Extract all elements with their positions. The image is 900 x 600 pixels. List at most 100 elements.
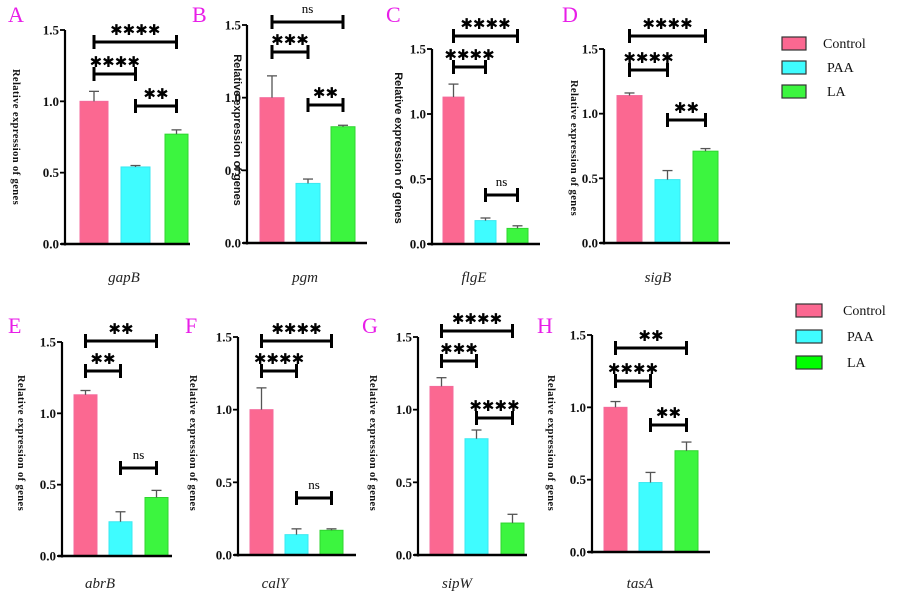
significance-bracket: ✱✱ bbox=[306, 84, 345, 112]
y-tick-label: 1.5 bbox=[410, 42, 427, 57]
y-tick-label: 0.0 bbox=[396, 548, 412, 563]
bar-paa bbox=[120, 166, 151, 245]
significance-label: ✱✱✱✱ bbox=[608, 360, 658, 378]
bar-la bbox=[692, 150, 719, 244]
bar-la bbox=[330, 126, 356, 244]
significance-label: ✱✱ bbox=[143, 85, 168, 103]
bar-paa bbox=[464, 438, 489, 556]
panel-letter: D bbox=[562, 2, 578, 27]
legend: Control PAA LA bbox=[795, 303, 886, 371]
bar-la bbox=[500, 522, 525, 556]
x-axis-label: abrB bbox=[85, 576, 115, 592]
x-axis-label: pgm bbox=[291, 270, 318, 286]
y-tick-label: 1.5 bbox=[225, 18, 242, 33]
x-axis-label: sipW bbox=[442, 576, 474, 592]
y-tick-label: 0.5 bbox=[216, 475, 233, 490]
legend-label-paa: PAA bbox=[847, 330, 875, 345]
bar-paa bbox=[638, 482, 663, 553]
significance-label: ns bbox=[308, 477, 320, 492]
y-axis-label: Relative expression of genes bbox=[568, 80, 579, 216]
legend-swatch-paa bbox=[795, 329, 823, 344]
legend: Control PAA LA bbox=[781, 36, 866, 100]
panel-a: A Relative expression of genes 0.0 0.5 1.0 1.… bbox=[8, 2, 190, 286]
y-tick-label: 1.5 bbox=[396, 330, 413, 345]
legend-label-paa: PAA bbox=[827, 61, 855, 76]
y-axis-label: Relative expression of genes bbox=[15, 375, 26, 511]
panel-letter: B bbox=[192, 2, 207, 27]
y-tick-label: 1.0 bbox=[43, 94, 59, 109]
y-tick-label: 1.5 bbox=[40, 335, 57, 350]
y-tick-label: 0.5 bbox=[43, 165, 60, 180]
bar-paa bbox=[295, 182, 321, 244]
significance-bracket: ns bbox=[295, 477, 333, 505]
y-tick-label: 1.0 bbox=[582, 106, 598, 121]
y-tick-label: 1.5 bbox=[570, 328, 587, 343]
y-tick-label: 0.5 bbox=[396, 475, 413, 490]
significance-label: ✱✱✱✱ bbox=[469, 397, 519, 415]
y-tick-label: 0.5 bbox=[40, 477, 57, 492]
panel-letter: F bbox=[185, 313, 197, 338]
significance-label: ✱✱✱✱ bbox=[271, 320, 321, 338]
legend-label-control: Control bbox=[843, 304, 886, 319]
bar-paa bbox=[284, 534, 309, 556]
panel-g: G Relative expression of genes 0.0 0.5 1.0 1.… bbox=[362, 310, 527, 592]
bar-control bbox=[249, 409, 274, 556]
bar-control bbox=[79, 100, 109, 245]
legend-label-control: Control bbox=[823, 37, 866, 52]
panel-c: C Relative expression of genes 0.0 0.5 1.0 1.… bbox=[386, 2, 540, 286]
significance-bracket: ✱✱✱✱ bbox=[92, 21, 178, 49]
x-axis-label: flgE bbox=[462, 270, 487, 286]
legend-swatch-la bbox=[781, 84, 807, 99]
significance-label: ✱✱✱✱ bbox=[444, 46, 494, 64]
significance-label: ns bbox=[133, 447, 145, 462]
significance-bracket: ✱✱✱ bbox=[440, 340, 478, 368]
significance-label: ✱✱✱ bbox=[271, 31, 309, 49]
y-tick-label: 0.5 bbox=[225, 163, 242, 178]
y-tick-label: 0.5 bbox=[582, 171, 599, 186]
significance-label: ✱✱✱✱ bbox=[642, 15, 692, 33]
significance-bracket: ns bbox=[484, 174, 519, 202]
significance-bracket: ✱✱✱✱ bbox=[254, 350, 304, 378]
significance-bracket: ✱✱ bbox=[614, 327, 688, 355]
panel-e: E Relative expression of genes 0.0 0.5 1.0 1.… bbox=[8, 313, 172, 592]
bar-la bbox=[164, 133, 189, 245]
panel-letter: E bbox=[8, 313, 21, 338]
y-tick-label: 1.0 bbox=[396, 402, 412, 417]
y-axis-label: Relative expression of genes bbox=[367, 375, 378, 511]
y-tick-label: 0.0 bbox=[40, 549, 56, 564]
y-axis-label: Relative expression of genes bbox=[545, 375, 556, 511]
significance-bracket: ✱✱✱✱ bbox=[628, 15, 707, 43]
significance-label: ✱✱✱✱ bbox=[460, 15, 510, 33]
y-axis-label: Relative expression of genes bbox=[187, 375, 198, 511]
legend-label-la: LA bbox=[847, 356, 867, 371]
significance-bracket: ns bbox=[119, 447, 158, 475]
significance-bracket: ✱✱ bbox=[84, 320, 158, 348]
y-tick-label: 0.0 bbox=[570, 545, 586, 560]
significance-bracket: ✱✱ bbox=[649, 404, 688, 432]
bar-paa bbox=[654, 179, 681, 244]
panel-letter: H bbox=[537, 313, 553, 338]
bar-control bbox=[442, 96, 465, 245]
significance-label: ✱✱ bbox=[90, 350, 115, 368]
y-tick-label: 1.5 bbox=[216, 330, 233, 345]
panel-h: H Relative expression of genes 0.0 0.5 1.0 1.… bbox=[537, 313, 710, 592]
y-tick-label: 0.0 bbox=[225, 236, 241, 251]
significance-bracket: ✱✱✱✱ bbox=[90, 53, 140, 81]
significance-bracket: ✱✱✱✱ bbox=[440, 310, 514, 338]
significance-label: ✱✱✱✱ bbox=[623, 49, 673, 67]
significance-bracket: ✱✱✱✱ bbox=[452, 15, 519, 43]
significance-bracket: ✱✱ bbox=[666, 99, 707, 127]
significance-label: ✱✱ bbox=[674, 99, 699, 117]
significance-label: ✱✱✱ bbox=[440, 340, 478, 358]
bar-la bbox=[506, 227, 529, 245]
significance-bracket: ✱✱ bbox=[84, 350, 122, 378]
significance-bracket: ✱✱✱✱ bbox=[444, 46, 495, 74]
y-tick-label: 0.5 bbox=[570, 472, 587, 487]
y-tick-label: 0.0 bbox=[410, 237, 426, 252]
y-tick-label: 0.5 bbox=[410, 172, 427, 187]
legend-swatch-control bbox=[781, 36, 807, 51]
y-tick-label: 0.0 bbox=[43, 237, 59, 252]
panel-f: F Relative expression of genes 0.0 0.5 1.0 1.… bbox=[185, 313, 356, 592]
y-tick-label: 1.0 bbox=[570, 400, 586, 415]
